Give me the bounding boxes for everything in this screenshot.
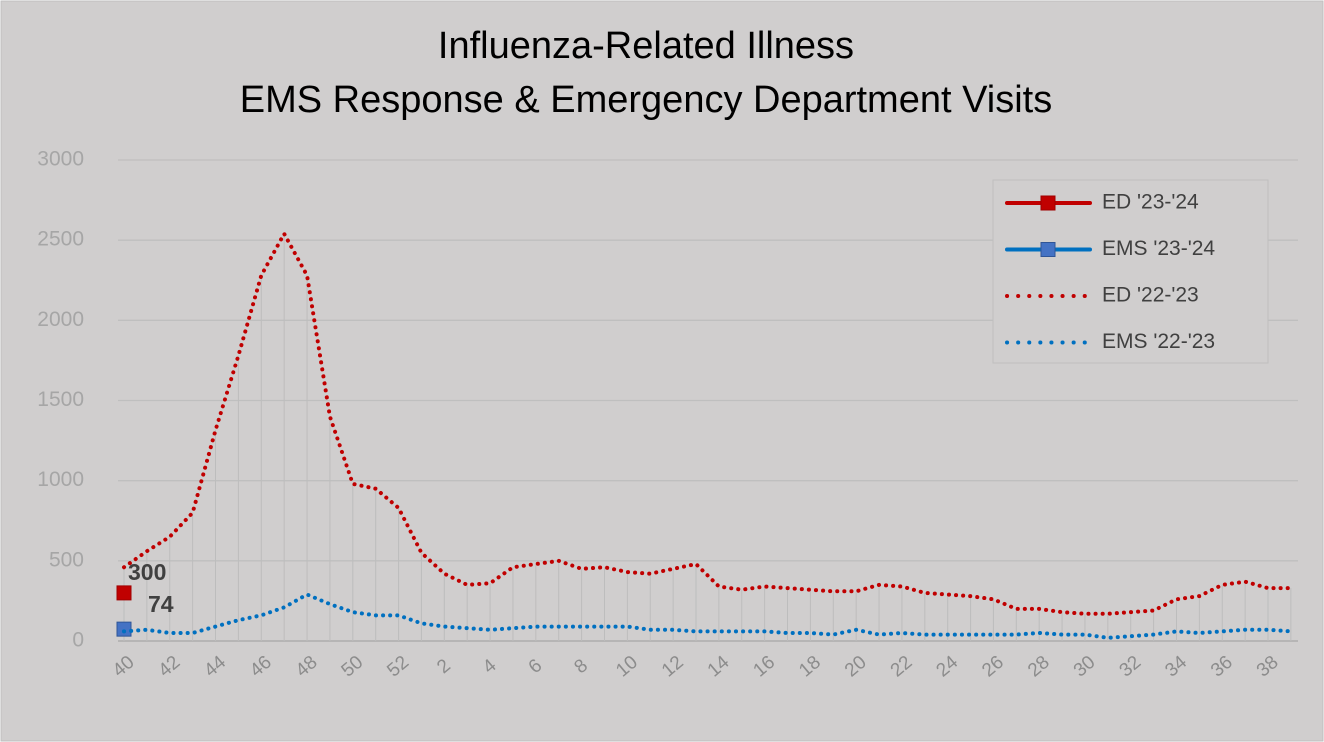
data-label: 300 [128,559,166,585]
legend-marker [1040,195,1056,211]
legend-marker [1040,242,1056,257]
y-tick-label: 2000 [37,308,84,331]
y-tick-label: 500 [49,548,84,571]
y-tick-label: 1500 [37,388,84,411]
series-line [122,229,1293,616]
series-line [122,592,1293,640]
y-tick-label: 0 [72,629,84,652]
marker [116,621,132,637]
legend: ED '23-'24 EMS '23-'24 ED '22-'23 EMS '22-'… [992,179,1269,364]
y-tick-label: 3000 [37,148,84,171]
legend-box [992,179,1269,364]
chart-subtitle: EMS Response & Emergency Department Visi… [240,79,1052,121]
y-tick-label: 1000 [37,468,84,491]
data-label: 74 [148,591,174,617]
legend-label: EMS '23-'24 [1102,237,1215,260]
legend-label: ED '23-'24 [1102,191,1199,214]
legend-label: ED '22-'23 [1102,284,1199,307]
legend-label: EMS '22-'23 [1102,330,1215,353]
marker [116,585,132,601]
chart-title: Influenza-Related Illness [438,25,854,67]
y-tick-label: 2500 [37,228,84,251]
